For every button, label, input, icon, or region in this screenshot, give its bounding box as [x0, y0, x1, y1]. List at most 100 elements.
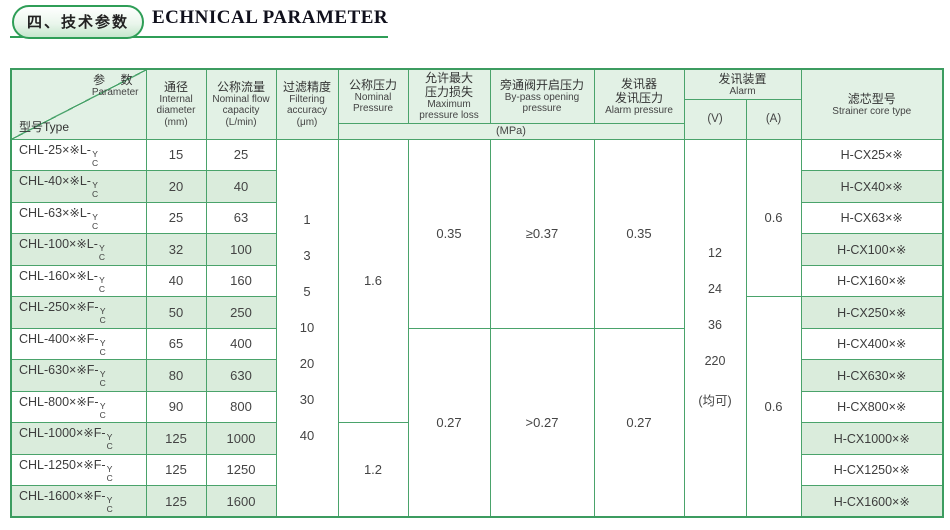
cell-model: CHL-1600×※F- Y C: [10, 485, 147, 518]
cell-diameter: 20: [145, 170, 207, 203]
cell-alarm-p-upper: 0.35: [593, 138, 685, 329]
cell-diameter: 125: [145, 422, 207, 455]
cell-flow: 1250: [205, 453, 277, 486]
col-header-max-pressure-loss: 允许最大 压力损失 Maximum pressure loss: [407, 68, 491, 124]
filter-accuracy-value: 1: [303, 212, 311, 228]
cell-flow: 25: [205, 138, 277, 171]
cell-flow: 40: [205, 170, 277, 203]
table-row: CHL-1250×※F- Y C 125 1250 H-CX1250×※: [10, 453, 944, 486]
cell-bypass-lower: >0.27: [489, 327, 595, 518]
cell-flow: 1000: [205, 422, 277, 455]
cell-diameter: 32: [145, 233, 207, 266]
cell-flow: 160: [205, 264, 277, 297]
col-header-amp: (A): [745, 98, 802, 140]
table-row: CHL-250×※F- Y C 50 250 0.6 H-CX250×※: [10, 296, 944, 518]
diagonal-header-cell: 参 数 Parameter 型号Type: [10, 68, 147, 140]
filter-accuracy-value: 10: [299, 320, 315, 336]
cell-flow: 100: [205, 233, 277, 266]
col-header-nominal-pressure: 公称压力 Nominal Pressure: [337, 68, 409, 124]
col-header-alarm-device: 发讯装置 Alarm: [683, 68, 802, 100]
diagonal-type-label: 型号Type: [19, 119, 70, 134]
cell-model: CHL-100×※L- Y C: [10, 233, 147, 266]
cell-diameter: 15: [145, 138, 207, 171]
table-row: CHL-400×※F- Y C 65 400 0.27 >0.27 0.27 H-C…: [10, 327, 944, 518]
cell-bypass-upper: ≥0.37: [489, 138, 595, 329]
cell-flow: 400: [205, 327, 277, 360]
cell-core: H-CX250×※: [800, 296, 944, 329]
cell-model: CHL-40×※L- Y C: [10, 170, 147, 203]
cell-core: H-CX25×※: [800, 138, 944, 171]
cell-diameter: 65: [145, 327, 207, 360]
cell-model: CHL-400×※F- Y C: [10, 327, 147, 360]
cell-core: H-CX1600×※: [800, 485, 944, 518]
filter-accuracy-value: 40: [299, 428, 315, 444]
volt-value: 12: [708, 246, 722, 261]
mpa-unit-row: (MPa): [337, 122, 685, 140]
cell-core: H-CX800×※: [800, 390, 944, 423]
cell-alarm-p-lower: 0.27: [593, 327, 685, 518]
cell-diameter: 80: [145, 359, 207, 392]
cell-amp-lower: 0.6: [745, 296, 802, 518]
cell-core: H-CX1000×※: [800, 422, 944, 455]
cell-diameter: 25: [145, 201, 207, 234]
table-row: CHL-1000×※F- Y C 125 1000 1.2 H-CX1000×※: [10, 422, 944, 518]
cell-max-loss-lower: 0.27: [407, 327, 491, 518]
table-row: CHL-800×※F- Y C 90 800 H-CX800×※: [10, 390, 944, 423]
col-header-strainer-core: 滤芯型号 Strainer core type: [800, 68, 944, 140]
col-header-accuracy: 过滤精度 Filtering accuracy (μm): [275, 68, 339, 140]
col-header-diameter: 通径 Internal diameter (mm): [145, 68, 207, 140]
table-row: CHL-25×※L- Y C 15 25 1 3 5 10 20 30 40 1.6 0.35 …: [10, 138, 944, 518]
cell-max-loss-upper: 0.35: [407, 138, 491, 329]
cell-flow: 800: [205, 390, 277, 423]
cell-model: CHL-160×※L- Y C: [10, 264, 147, 297]
cell-filter-accuracy-list: 1 3 5 10 20 30 40: [275, 138, 339, 518]
cell-diameter: 50: [145, 296, 207, 329]
table-row: CHL-160×※L- Y C 40 160 H-CX160×※: [10, 264, 944, 297]
cell-core: H-CX400×※: [800, 327, 944, 360]
table-row: CHL-1600×※F- Y C 125 1600 H-CX1600×※: [10, 485, 944, 518]
cell-model: CHL-63×※L- Y C: [10, 201, 147, 234]
col-header-bypass-pressure: 旁通阀开启压力 By-pass opening pressure: [489, 68, 595, 124]
cell-flow: 1600: [205, 485, 277, 518]
col-header-volt: (V): [683, 98, 747, 140]
page-title: ECHNICAL PARAMETER: [152, 7, 389, 28]
volt-value: 220: [704, 354, 726, 369]
cell-core: H-CX100×※: [800, 233, 944, 266]
cell-model: CHL-250×※F- Y C: [10, 296, 147, 329]
cell-core: H-CX63×※: [800, 201, 944, 234]
volt-value: 36: [708, 318, 722, 333]
table-row: CHL-630×※F- Y C 80 630 H-CX630×※: [10, 359, 944, 392]
cell-diameter: 125: [145, 485, 207, 518]
cell-diameter: 40: [145, 264, 207, 297]
cell-nominal-pressure-high: 1.6: [337, 138, 409, 423]
cell-model: CHL-25×※L- Y C: [10, 138, 147, 171]
volt-value: 24: [708, 282, 722, 297]
table-row: CHL-100×※L- Y C 32 100 H-CX100×※: [10, 233, 944, 266]
cell-model: CHL-1250×※F- Y C: [10, 453, 147, 486]
cell-model: CHL-630×※F- Y C: [10, 359, 147, 392]
cell-core: H-CX40×※: [800, 170, 944, 203]
section-badge: 四、技术参数: [12, 5, 145, 39]
cell-core: H-CX1250×※: [800, 453, 944, 486]
cell-model: CHL-1000×※F- Y C: [10, 422, 147, 455]
technical-parameter-table: 参 数 Parameter 型号Type 通径 Internal diamete…: [10, 68, 945, 518]
diagonal-parameter-label: 参 数 Parameter: [91, 73, 139, 99]
cell-core: H-CX160×※: [800, 264, 944, 297]
col-header-flow: 公称流量 Nominal flow capacity (L/min): [205, 68, 277, 140]
volt-value: (均可): [698, 394, 732, 409]
filter-accuracy-value: 20: [299, 356, 315, 372]
cell-volt-list: 12 24 36 220 (均可): [683, 138, 747, 518]
cell-nominal-pressure-low: 1.2: [337, 422, 409, 518]
cell-flow: 63: [205, 201, 277, 234]
